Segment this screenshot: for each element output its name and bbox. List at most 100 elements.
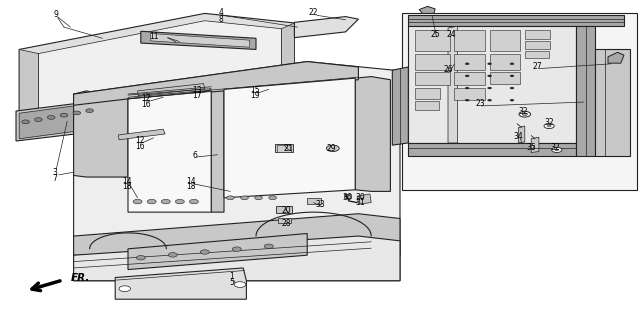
- Circle shape: [241, 196, 248, 200]
- Circle shape: [234, 282, 246, 287]
- Bar: [525, 41, 550, 49]
- Polygon shape: [357, 194, 371, 204]
- Circle shape: [269, 196, 276, 200]
- Circle shape: [255, 196, 262, 200]
- Bar: [525, 30, 550, 39]
- Text: 9: 9: [54, 10, 59, 19]
- Circle shape: [488, 87, 492, 89]
- Polygon shape: [118, 129, 165, 140]
- Circle shape: [200, 250, 209, 254]
- Circle shape: [465, 75, 469, 77]
- Circle shape: [522, 113, 527, 115]
- Text: 3: 3: [52, 168, 57, 177]
- Circle shape: [227, 196, 234, 200]
- Polygon shape: [518, 126, 525, 143]
- Circle shape: [544, 123, 554, 129]
- Polygon shape: [211, 89, 224, 212]
- Polygon shape: [16, 100, 108, 141]
- Polygon shape: [74, 91, 128, 177]
- Circle shape: [133, 199, 142, 204]
- Circle shape: [168, 253, 177, 257]
- Circle shape: [465, 63, 469, 65]
- Polygon shape: [576, 26, 595, 156]
- Circle shape: [22, 120, 29, 124]
- Text: 1: 1: [229, 272, 234, 281]
- Circle shape: [86, 109, 93, 113]
- Circle shape: [175, 199, 184, 204]
- Circle shape: [326, 145, 339, 152]
- Circle shape: [555, 149, 559, 151]
- Text: 11: 11: [149, 32, 158, 41]
- Text: 6: 6: [193, 151, 198, 160]
- Polygon shape: [38, 21, 282, 128]
- Polygon shape: [19, 49, 38, 134]
- Text: 35: 35: [526, 143, 536, 152]
- Circle shape: [465, 99, 469, 101]
- Bar: [454, 88, 485, 100]
- Circle shape: [35, 118, 42, 122]
- Text: 5: 5: [229, 278, 234, 287]
- Text: 32: 32: [518, 107, 529, 115]
- Circle shape: [465, 87, 469, 89]
- Polygon shape: [19, 13, 294, 134]
- Text: 32: 32: [550, 143, 561, 152]
- Text: 16: 16: [141, 100, 151, 109]
- Text: 29: 29: [326, 144, 337, 153]
- Text: 25: 25: [430, 30, 440, 39]
- Text: 18: 18: [122, 182, 131, 191]
- Text: 12: 12: [135, 136, 144, 145]
- Text: 30: 30: [355, 193, 365, 202]
- Polygon shape: [408, 15, 624, 26]
- Text: 33: 33: [315, 200, 325, 209]
- Bar: [490, 54, 520, 70]
- Polygon shape: [74, 62, 400, 281]
- Bar: [307, 198, 321, 204]
- Bar: [454, 54, 485, 70]
- Text: 27: 27: [532, 62, 543, 71]
- Text: 7: 7: [52, 174, 57, 182]
- Polygon shape: [128, 91, 211, 212]
- Polygon shape: [115, 268, 246, 299]
- Text: 26: 26: [443, 65, 453, 74]
- Polygon shape: [595, 49, 630, 156]
- Text: 18: 18: [186, 182, 195, 191]
- Text: 34: 34: [513, 132, 524, 141]
- Text: 22: 22: [309, 8, 318, 17]
- Text: 13: 13: [192, 86, 202, 95]
- Circle shape: [232, 247, 241, 251]
- Polygon shape: [408, 26, 576, 143]
- Polygon shape: [74, 214, 400, 255]
- Bar: [415, 72, 450, 85]
- Polygon shape: [531, 137, 539, 152]
- Text: 19: 19: [250, 91, 260, 100]
- Polygon shape: [392, 67, 408, 145]
- Polygon shape: [608, 52, 624, 63]
- Circle shape: [519, 111, 531, 117]
- Text: 16: 16: [134, 142, 145, 151]
- Circle shape: [189, 199, 198, 204]
- Circle shape: [510, 63, 514, 65]
- Circle shape: [119, 286, 131, 292]
- Polygon shape: [448, 26, 458, 143]
- Polygon shape: [138, 84, 205, 96]
- Polygon shape: [419, 6, 435, 13]
- Text: 31: 31: [355, 198, 365, 207]
- Bar: [454, 30, 485, 51]
- Bar: [490, 72, 520, 84]
- Bar: [415, 88, 440, 99]
- Bar: [277, 145, 291, 152]
- Polygon shape: [74, 62, 358, 105]
- Text: 17: 17: [192, 91, 202, 100]
- Polygon shape: [344, 194, 351, 198]
- Circle shape: [488, 99, 492, 101]
- Bar: [415, 101, 439, 110]
- Text: 21: 21: [284, 144, 292, 153]
- Text: 14: 14: [122, 177, 132, 186]
- Bar: [415, 54, 450, 70]
- Bar: [490, 30, 520, 51]
- Polygon shape: [294, 17, 358, 38]
- Polygon shape: [74, 236, 400, 281]
- Text: 20: 20: [282, 206, 292, 215]
- Circle shape: [552, 147, 562, 152]
- Text: 23: 23: [475, 99, 485, 108]
